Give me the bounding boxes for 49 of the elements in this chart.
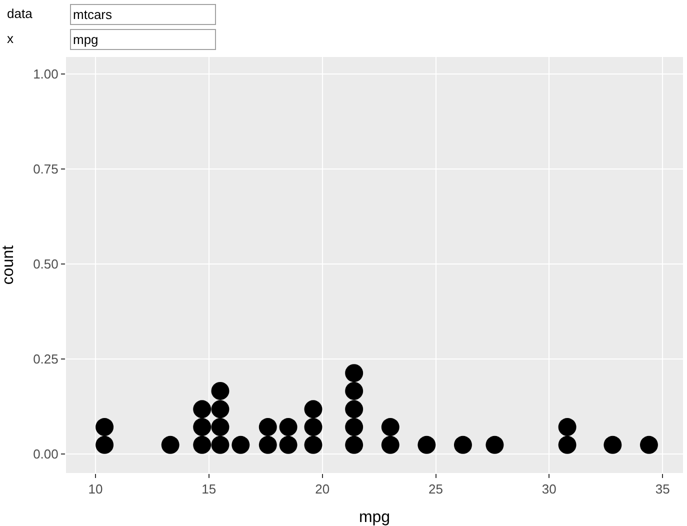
point <box>211 400 230 418</box>
x-tick-label: 35 <box>655 482 670 497</box>
point <box>381 436 400 454</box>
point <box>486 436 504 454</box>
point <box>258 436 277 454</box>
point <box>345 418 364 436</box>
point <box>232 436 250 454</box>
text: data <box>7 6 34 21</box>
point <box>211 418 230 436</box>
point <box>211 382 230 400</box>
text: mtcars <box>73 7 112 22</box>
point <box>640 436 658 454</box>
y-tick-label: 1.00 <box>33 66 58 82</box>
y-tick-label: 0.50 <box>33 256 58 272</box>
point <box>304 400 322 418</box>
point <box>558 436 576 454</box>
point <box>96 418 114 436</box>
point <box>279 418 298 436</box>
point <box>454 436 472 454</box>
point <box>193 400 212 418</box>
x-tick-label: 10 <box>88 482 103 497</box>
point <box>381 418 400 436</box>
x-tick-label: 15 <box>202 482 216 497</box>
point <box>604 436 622 454</box>
point <box>193 418 212 436</box>
point <box>345 364 364 382</box>
x-tick-label: 30 <box>542 482 556 497</box>
point <box>345 382 364 400</box>
point <box>558 418 576 436</box>
point <box>193 436 212 454</box>
point <box>258 418 277 436</box>
y-tick-label: 0.25 <box>33 352 58 367</box>
y-axis-title: count <box>0 244 17 285</box>
y-tick-label: 0.00 <box>33 446 58 462</box>
x-tick-label: 20 <box>315 482 330 497</box>
text: mpg <box>73 32 98 47</box>
point <box>304 436 322 454</box>
point <box>211 436 230 454</box>
point <box>96 436 114 454</box>
point <box>345 436 364 454</box>
y-tick-label: 0.75 <box>33 162 58 177</box>
x-tick-label: 25 <box>428 482 443 497</box>
point <box>345 400 364 418</box>
point <box>279 436 298 454</box>
point <box>161 436 180 454</box>
point <box>304 418 322 436</box>
x-axis-title: mpg <box>358 509 390 526</box>
text: x <box>7 31 14 46</box>
point <box>418 436 436 454</box>
